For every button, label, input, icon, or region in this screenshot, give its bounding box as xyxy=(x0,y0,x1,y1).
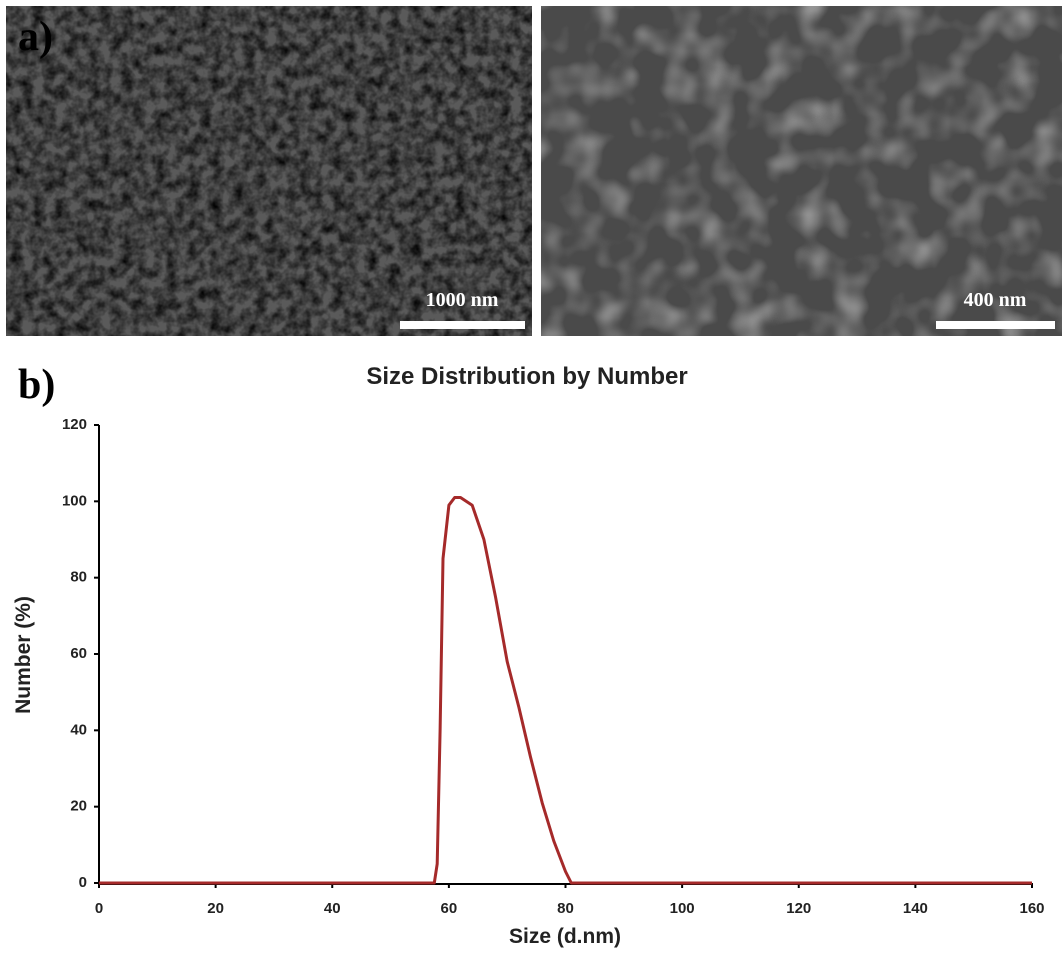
y-tick-label: 120 xyxy=(62,416,87,433)
scale-bar-label: 400 nm xyxy=(964,289,1027,311)
scale-bar-label: 1000 nm xyxy=(426,289,499,311)
y-tick-label: 40 xyxy=(70,721,87,738)
y-tick-label: 0 xyxy=(79,874,87,891)
y-axis-label: Number (%) xyxy=(12,596,35,714)
x-tick-label: 40 xyxy=(324,900,341,917)
y-tick-label: 20 xyxy=(70,798,87,815)
x-tick-label: 160 xyxy=(1019,900,1044,917)
y-tick-label: 60 xyxy=(70,645,87,662)
x-tick-label: 20 xyxy=(207,900,224,917)
figure: 1000 nm 400 nm a) b) Size Distribution b… xyxy=(0,0,1062,960)
y-tick-label: 80 xyxy=(70,569,87,586)
data-line xyxy=(99,498,1032,884)
x-tick-label: 80 xyxy=(557,900,574,917)
sem-image-left: 1000 nm xyxy=(6,6,532,336)
x-tick-label: 0 xyxy=(95,900,103,917)
panel-label: a) xyxy=(18,14,53,60)
x-tick-label: 120 xyxy=(786,900,811,917)
sem-image-right: 400 nm xyxy=(541,6,1062,336)
chart-title: Size Distribution by Number xyxy=(366,363,687,390)
y-tick-label: 100 xyxy=(62,492,87,509)
x-tick-label: 100 xyxy=(670,900,695,917)
panel-label: b) xyxy=(18,362,55,408)
x-axis-label: Size (d.nm) xyxy=(509,925,621,948)
x-tick-label: 60 xyxy=(441,900,458,917)
x-tick-label: 140 xyxy=(903,900,928,917)
